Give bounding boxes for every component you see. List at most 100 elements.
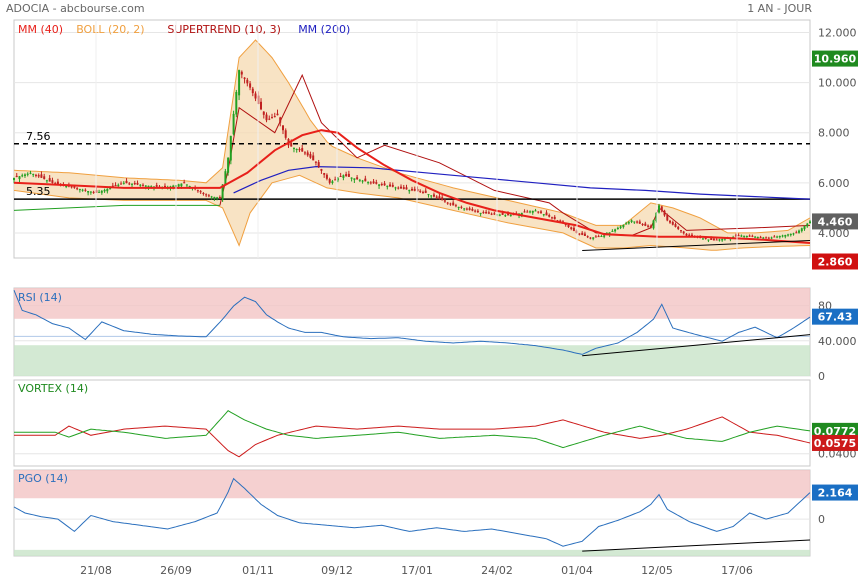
candle-body <box>734 235 737 237</box>
rsi-y-tick-1: 40.000 <box>818 335 857 348</box>
candle-body <box>207 195 210 197</box>
price-badge-0: 10.960 <box>814 53 857 66</box>
candle-body <box>583 233 586 236</box>
candle-body <box>240 71 243 75</box>
candle-body <box>468 208 471 210</box>
candle-body <box>180 183 183 187</box>
candle-body <box>317 162 320 167</box>
candle-body <box>493 213 496 215</box>
candle-body <box>638 221 641 224</box>
candle-body <box>37 175 40 177</box>
pgo-oversold-zone <box>14 549 810 556</box>
candle-body <box>537 211 540 213</box>
level-label-0: 7.56 <box>26 130 51 143</box>
candle-body <box>644 223 647 226</box>
x-tick-6: 01/04 <box>561 564 593 577</box>
candle-body <box>147 185 150 188</box>
candle-body <box>803 226 806 230</box>
candle-body <box>798 230 800 233</box>
candle-body <box>106 188 109 192</box>
candle-body <box>389 184 391 187</box>
price-badge-1: 4.460 <box>818 215 853 228</box>
candle-body <box>743 235 746 237</box>
candle-body <box>304 152 306 154</box>
candle-body <box>402 187 405 189</box>
candle-body <box>199 191 202 193</box>
candle-body <box>520 212 523 215</box>
candle-body <box>619 226 622 228</box>
rsi-line <box>13 290 811 355</box>
candle-body <box>188 186 191 187</box>
candle-body <box>578 233 581 235</box>
candle-body <box>276 113 279 116</box>
candle-body <box>87 191 90 193</box>
candle-body <box>128 183 131 185</box>
x-tick-2: 01/11 <box>242 564 274 577</box>
candle-body <box>792 233 795 235</box>
candle-body <box>443 200 446 202</box>
candle-body <box>350 177 353 179</box>
candle-body <box>301 148 304 152</box>
rsi-last-badge: 67.43 <box>818 311 853 324</box>
candle-body <box>710 238 713 240</box>
candle-body <box>177 184 180 187</box>
candle-body <box>548 215 551 217</box>
candle-body <box>70 186 73 188</box>
vortex-plus-line <box>14 410 811 449</box>
candle-body <box>131 183 133 185</box>
candle-body <box>498 214 501 216</box>
candle-body <box>133 183 136 185</box>
candle-body <box>594 236 597 238</box>
price-y-tick-3: 6.000 <box>818 177 850 190</box>
candle-body <box>320 169 323 171</box>
candle-body <box>391 184 394 187</box>
candle-body <box>111 185 114 187</box>
candle-body <box>765 237 768 239</box>
candle-body <box>762 237 765 239</box>
candle-body <box>649 226 652 228</box>
candle-body <box>600 236 603 237</box>
candle-body <box>424 190 427 193</box>
candle-body <box>611 230 614 232</box>
candle-body <box>534 210 537 212</box>
candle-body <box>433 194 435 197</box>
candle-body <box>383 183 386 186</box>
period-label: 1 AN - JOUR <box>747 2 812 15</box>
candle-body <box>369 182 372 184</box>
candle-body <box>284 130 287 138</box>
candle-body <box>504 215 507 217</box>
candle-body <box>227 157 230 173</box>
candle-body <box>375 182 378 184</box>
candle-body <box>630 220 633 222</box>
candle-body <box>531 210 534 213</box>
candle-body <box>342 175 345 178</box>
candle-body <box>347 173 350 177</box>
candle-body <box>353 178 356 180</box>
candle-body <box>260 101 262 110</box>
candle-body <box>490 213 493 215</box>
vortex-badge-0: 0.0772 <box>814 425 856 438</box>
candle-body <box>298 149 301 151</box>
candle-body <box>800 228 803 232</box>
pgo-overbought-zone <box>14 470 810 499</box>
candle-body <box>136 182 139 185</box>
pgo-line <box>13 477 811 547</box>
rsi-oversold-zone <box>14 345 810 376</box>
candle-body <box>759 236 762 238</box>
candle-body <box>213 196 216 199</box>
candle-body <box>358 179 361 181</box>
candle-body <box>372 181 375 184</box>
candle-body <box>183 182 186 184</box>
candle-body <box>745 236 748 237</box>
vortex-badge-1-bg <box>812 434 858 451</box>
rsi-y-tick-2: 0 <box>818 370 825 383</box>
candle-body <box>435 196 438 198</box>
candle-body <box>235 92 238 115</box>
candle-body <box>26 173 29 175</box>
candle-body <box>671 222 674 225</box>
candle-body <box>767 237 770 239</box>
candle-body <box>120 183 122 185</box>
candle-body <box>100 190 103 193</box>
candle-body <box>21 175 24 177</box>
candle-body <box>712 238 715 241</box>
